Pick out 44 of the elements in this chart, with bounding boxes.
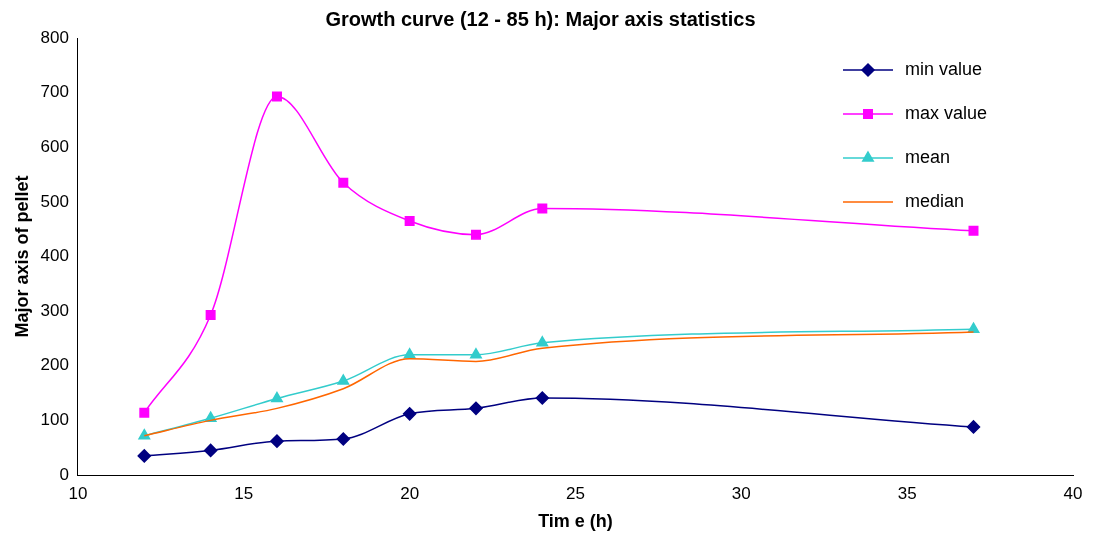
x-tick-label: 30 [731,483,751,503]
point [271,391,283,403]
point [270,434,284,448]
legend-label: median [905,190,965,211]
point [469,401,483,416]
point [137,449,152,463]
y-tick-label: 100 [40,410,69,430]
point [404,216,415,226]
x-tick-label: 15 [234,483,254,503]
y-tick-label: 200 [40,355,69,375]
point [337,374,350,385]
point [203,443,218,458]
y-tick-label: 800 [40,27,69,47]
y-tick-label: 400 [40,246,69,266]
chart-title: Growth curve (12 - 85 h): Major axis statistics [325,7,756,30]
y-tick-label: 300 [40,300,69,320]
point [470,229,481,240]
point [403,348,416,359]
point [139,407,150,418]
point [537,203,548,214]
point [271,91,282,102]
point [966,420,981,434]
legend-label: max value [905,102,988,123]
x-tick-label: 10 [68,483,88,503]
x-tick-label: 25 [566,483,585,503]
point [402,407,417,421]
point [336,432,351,446]
y-tick-label: 0 [59,464,69,484]
point [536,336,549,347]
x-tick-label: 35 [897,483,917,503]
point [205,309,216,320]
x-axis-title: Tim e (h) [538,511,613,532]
point [535,391,550,405]
point [968,225,979,236]
point [338,177,349,188]
x-tick-label: 40 [1063,483,1083,503]
y-tick-label: 500 [40,191,69,211]
legend-label: mean [905,146,951,167]
y-axis-title: Major axis of pellet [11,175,32,338]
point [470,348,482,359]
y-tick-label: 600 [40,136,69,156]
legend-label: min value [905,58,983,79]
y-tick-label: 700 [40,82,69,102]
x-tick-label: 20 [400,483,420,503]
